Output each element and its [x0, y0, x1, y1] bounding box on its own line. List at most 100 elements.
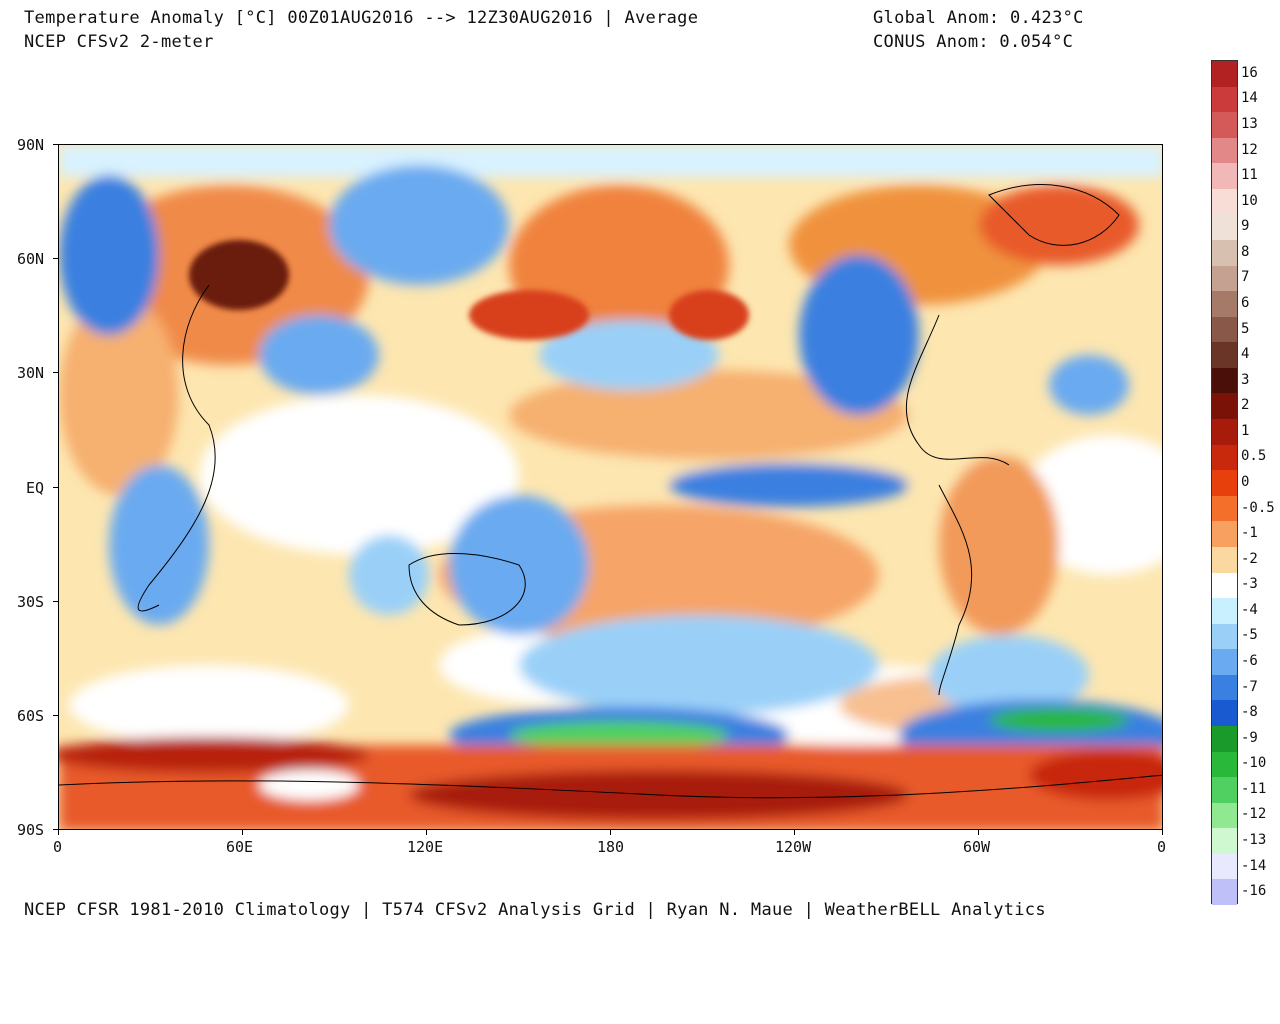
colorbar-label: -7: [1241, 678, 1258, 695]
colorbar-swatch: [1212, 674, 1237, 701]
lat-tick: [53, 144, 58, 145]
lon-label-120w: 120W: [775, 838, 812, 856]
colorbar-swatch: [1212, 598, 1237, 625]
lat-label-30s: 30S: [17, 593, 45, 611]
colorbar-label: -13: [1241, 832, 1267, 849]
lat-label-60s: 60S: [17, 707, 45, 725]
lon-tick: [610, 830, 611, 835]
lon-label-60w: 60W: [963, 838, 991, 856]
colorbar-label: -16: [1241, 883, 1267, 900]
colorbar-swatch: [1212, 444, 1237, 471]
lat-label-30n: 30N: [17, 364, 45, 382]
colorbar-label: 0: [1241, 474, 1250, 490]
colorbar-label: -0.5: [1241, 499, 1275, 516]
colorbar-swatch: [1212, 393, 1237, 420]
colorbar-label: 14: [1241, 90, 1258, 107]
colorbar-label: -10: [1241, 755, 1267, 772]
colorbar-label: -1: [1241, 525, 1258, 542]
lon-label-0-end: 0: [1157, 838, 1167, 856]
colorbar-swatch: [1212, 342, 1237, 369]
lon-label-120e: 120E: [407, 838, 444, 856]
colorbar-label: -8: [1241, 704, 1258, 721]
colorbar-label: 11: [1241, 167, 1258, 184]
colorbar-swatch: [1212, 188, 1237, 215]
colorbar-swatch: [1212, 623, 1237, 650]
colorbar-swatch: [1212, 367, 1237, 394]
colorbar-swatch: [1212, 572, 1237, 599]
lon-tick: [426, 830, 427, 835]
colorbar-label: -12: [1241, 806, 1267, 823]
colorbar-swatch: [1212, 265, 1237, 292]
colorbar-swatch: [1212, 777, 1237, 804]
colorbar-label: -4: [1241, 601, 1258, 618]
colorbar-label: -6: [1241, 653, 1258, 670]
colorbar-label: -14: [1241, 857, 1267, 874]
lon-tick: [978, 830, 979, 835]
colorbar-label: 5: [1241, 320, 1250, 337]
coastlines: [59, 184, 1162, 799]
map-title: Temperature Anomaly [°C] 00Z01AUG2016 --…: [24, 8, 699, 28]
colorbar-label: 7: [1241, 269, 1250, 286]
colorbar-swatch: [1212, 879, 1237, 906]
colorbar-swatch: [1212, 240, 1237, 267]
colorbar-label: 8: [1241, 243, 1250, 260]
colorbar-label: 12: [1241, 141, 1258, 158]
lat-tick: [53, 829, 58, 830]
colorbar-label: -5: [1241, 627, 1258, 644]
colorbar-label: 9: [1241, 218, 1250, 235]
colorbar-swatch: [1212, 828, 1237, 855]
colorbar-swatch: [1212, 802, 1237, 829]
colorbar-swatch: [1212, 521, 1237, 548]
colorbar-swatch: [1212, 61, 1237, 88]
temperature-anomaly-map: [58, 144, 1163, 830]
colorbar-label: 13: [1241, 115, 1258, 132]
lat-tick: [53, 258, 58, 259]
lat-tick: [53, 601, 58, 602]
colorbar-label: 1: [1241, 422, 1250, 439]
lon-tick: [794, 830, 795, 835]
lat-label-90s: 90S: [17, 821, 45, 839]
colorbar-swatch: [1212, 316, 1237, 343]
colorbar-swatch: [1212, 495, 1237, 522]
colorbar-swatch: [1212, 214, 1237, 241]
colorbar-swatch: [1212, 700, 1237, 727]
lon-tick: [1162, 830, 1163, 835]
lat-tick: [53, 372, 58, 373]
colorbar-swatch: [1212, 163, 1237, 190]
colorbar-label: -11: [1241, 780, 1267, 797]
colorbar-swatch: [1212, 470, 1237, 497]
lon-tick: [242, 830, 243, 835]
conus-anomaly-readout: CONUS Anom: 0.054°C: [873, 32, 1074, 52]
anomaly-field: [59, 145, 1162, 829]
colorbar-swatch: [1212, 86, 1237, 113]
colorbar-swatch: [1212, 546, 1237, 573]
lat-label-90n: 90N: [17, 136, 45, 154]
colorbar-label: -3: [1241, 576, 1258, 593]
colorbar-swatch: [1212, 725, 1237, 753]
global-anomaly-readout: Global Anom: 0.423°C: [873, 8, 1084, 28]
colorbar-label: 16: [1241, 64, 1258, 81]
colorbar-label: 2: [1241, 397, 1250, 414]
colorbar-label: 3: [1241, 371, 1250, 388]
colorbar-swatch: [1212, 649, 1237, 676]
colorbar-label: 10: [1241, 192, 1258, 209]
colorbar-label: -2: [1241, 550, 1258, 567]
colorbar-label: 6: [1241, 294, 1250, 311]
lon-tick: [58, 830, 59, 835]
lon-label-60e: 60E: [226, 838, 254, 856]
colorbar-label: 0.5: [1241, 448, 1267, 465]
lat-tick: [53, 487, 58, 488]
colorbar-swatch: [1212, 291, 1237, 318]
colorbar-swatch: [1212, 853, 1237, 880]
colorbar-swatch: [1212, 137, 1237, 164]
colorbar-swatch: [1212, 112, 1237, 139]
lat-label-60n: 60N: [17, 250, 45, 268]
colorbar-swatch: [1212, 751, 1237, 778]
map-subtitle: NCEP CFSv2 2-meter: [24, 32, 214, 52]
lat-label-eq: EQ: [26, 479, 45, 497]
colorbar-label: 4: [1241, 346, 1250, 363]
lon-label-180: 180: [597, 838, 625, 856]
credits-footer: NCEP CFSR 1981-2010 Climatology | T574 C…: [24, 900, 1046, 920]
lon-label-0: 0: [53, 838, 63, 856]
colorbar-swatch: [1212, 419, 1237, 446]
